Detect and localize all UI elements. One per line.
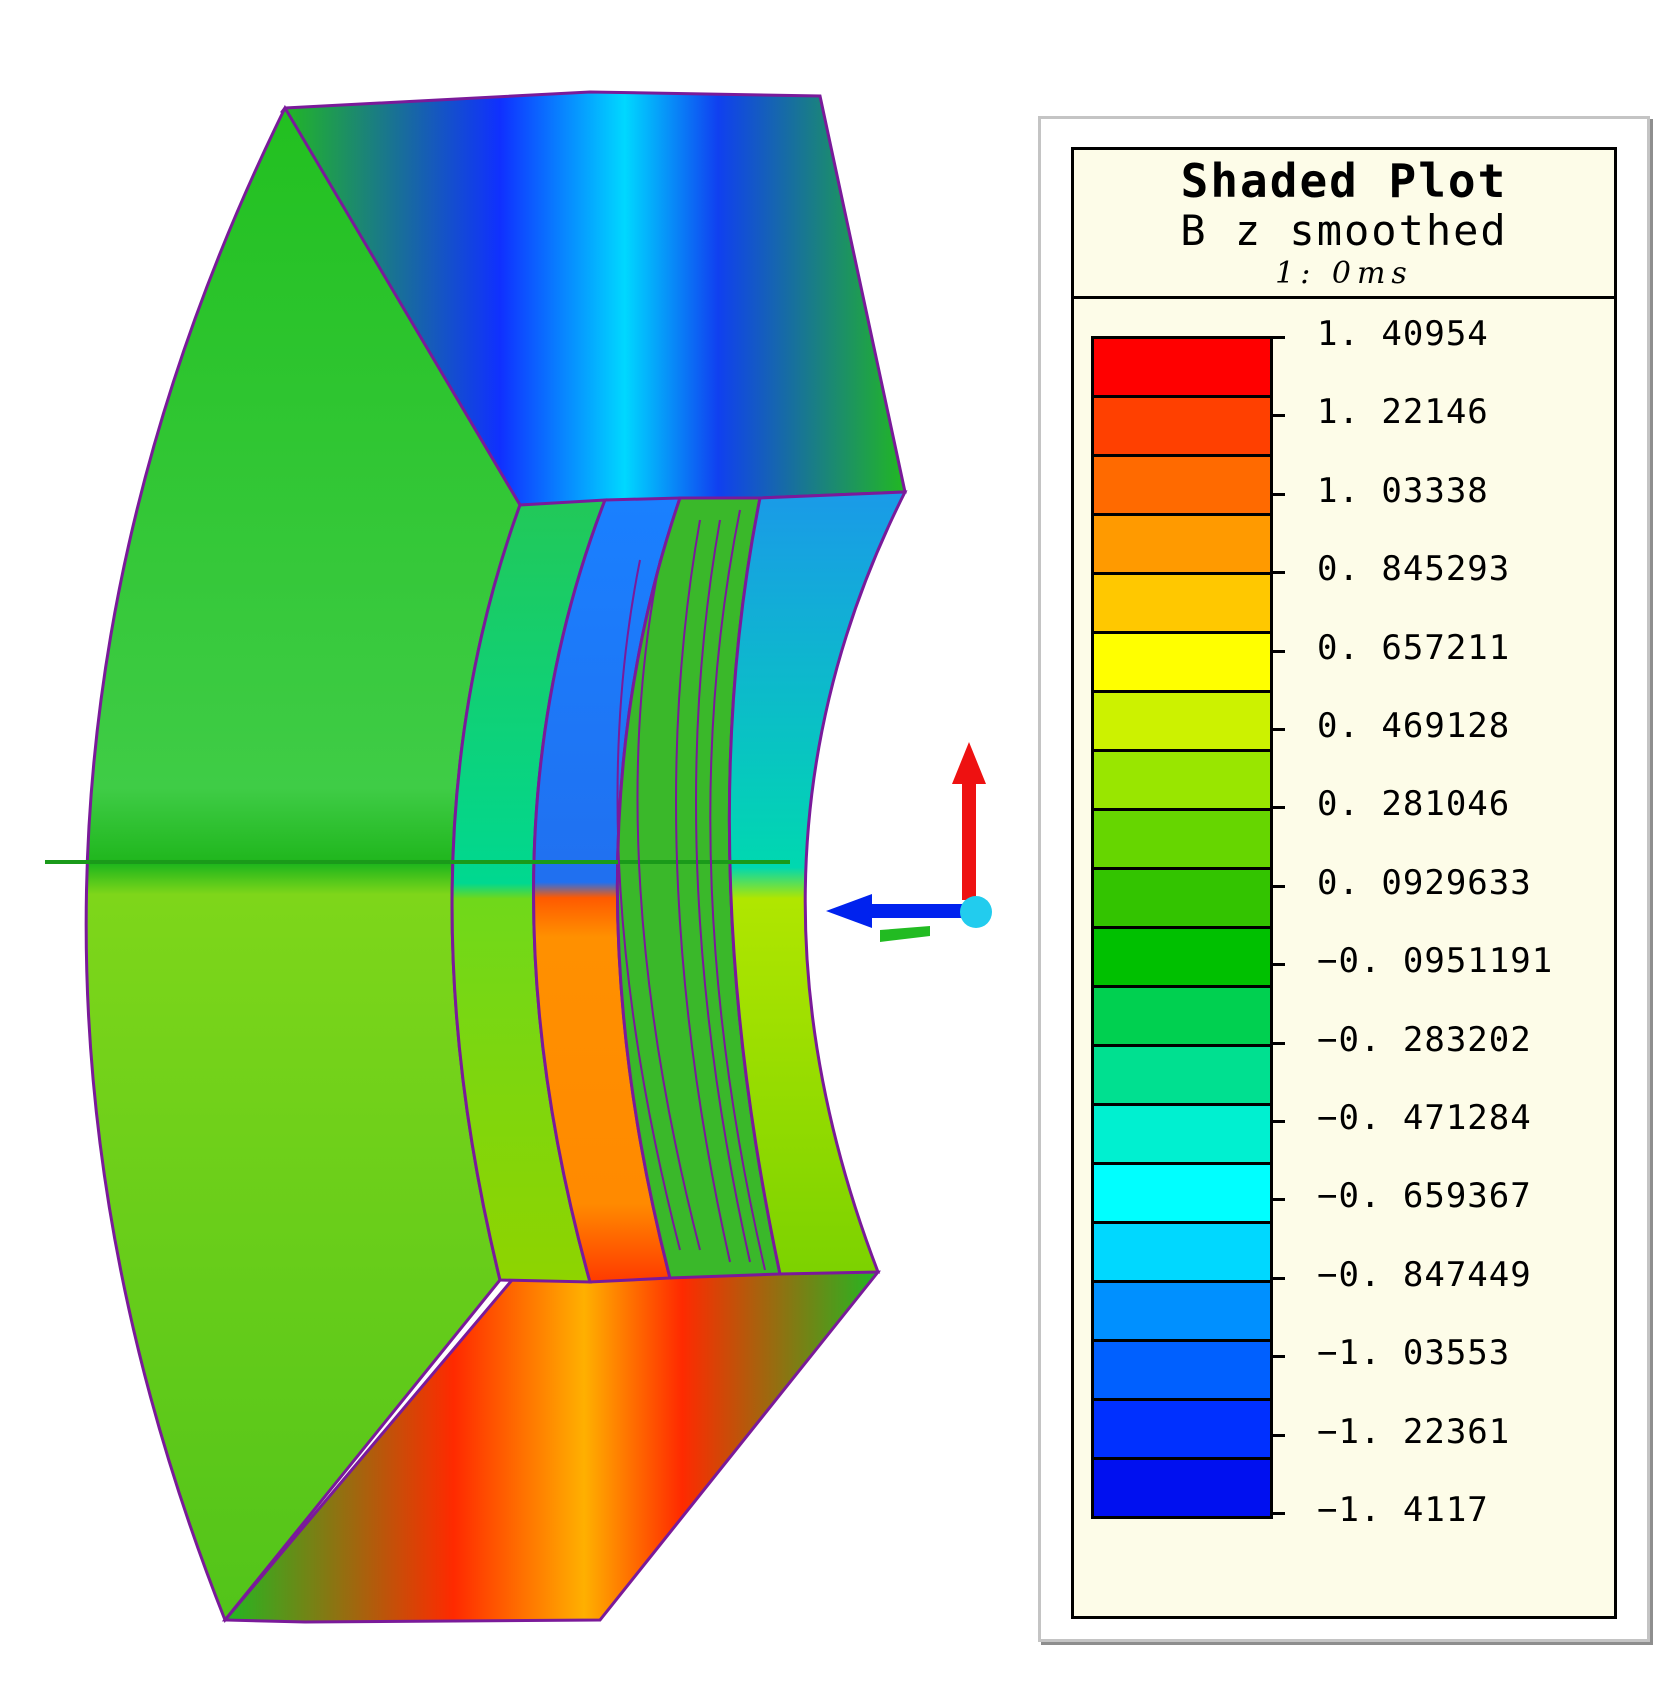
colorbar-band: [1091, 1044, 1273, 1106]
colorbar-band: [1091, 336, 1273, 398]
colorbar-band: [1091, 1339, 1273, 1401]
colorbar-tick-label: 0. 281046: [1317, 784, 1511, 825]
legend-title: Shaded Plot: [1180, 154, 1508, 208]
colorbar-tick: [1273, 336, 1285, 339]
colorbar-tick: [1273, 1433, 1285, 1437]
colorbar-tick-label: −1. 03553: [1317, 1333, 1511, 1374]
colorbar-band: [1091, 1221, 1273, 1283]
colorbar-tick: [1273, 1041, 1285, 1045]
axis-up-shaft: [962, 780, 976, 900]
colorbar-tick-label: 1. 22146: [1317, 392, 1489, 433]
axis-left-arrowhead: [826, 894, 872, 928]
colorbar-tick-label: −0. 471284: [1317, 1098, 1532, 1138]
inner-arc-region: [727, 490, 908, 1276]
colorbar-tick: [1273, 649, 1285, 653]
colorbar-band: [1091, 1162, 1273, 1224]
legend-subtitle: B z smoothed: [1180, 206, 1508, 255]
colorbar-tick: [1273, 571, 1285, 575]
axis-left-shaft: [870, 904, 970, 918]
colorbar-tick-label: −1. 22361: [1317, 1411, 1511, 1452]
colorbar-tick: [1273, 1198, 1285, 1202]
legend-time: 1: 0ms: [1275, 256, 1413, 291]
colorbar-tick: [1273, 728, 1285, 731]
colorbar-tick-label: −0. 847449: [1317, 1254, 1532, 1295]
colorbar-tick-label: 0. 469128: [1317, 706, 1511, 746]
axis-triad: [826, 742, 992, 942]
colorbar-band: [1091, 572, 1273, 634]
colorbar-tick-label: 1. 03338: [1317, 470, 1489, 511]
colorbar-band: [1091, 867, 1273, 929]
colorbar-band: [1091, 454, 1273, 516]
colorbar-tick-label: 0. 657211: [1317, 627, 1511, 668]
colorbar-band: [1091, 513, 1273, 575]
axis-depth-arrow: [880, 926, 930, 942]
colorbar-tick: [1273, 884, 1285, 888]
colorbar-tick: [1273, 1512, 1285, 1515]
colorbar-tick: [1273, 963, 1285, 967]
colorbar-tick-label: 1. 40954: [1317, 314, 1489, 354]
colorbar-tick: [1273, 1276, 1285, 1280]
colorbar-band: [1091, 985, 1273, 1047]
colorbar-tick: [1273, 806, 1285, 810]
colorbar-band: [1091, 1103, 1273, 1165]
colorbar-band: [1091, 1398, 1273, 1460]
colorbar-band: [1091, 395, 1273, 457]
colorbar-band: [1091, 808, 1273, 870]
colorbar-band: [1091, 1280, 1273, 1342]
axis-up-arrowhead: [952, 742, 986, 784]
colorbar-band: [1091, 631, 1273, 693]
axis-origin: [960, 896, 992, 928]
colorbar-tick: [1273, 1355, 1285, 1359]
colorbar-band: [1091, 690, 1273, 752]
colorbar-tick-label: −0. 659367: [1317, 1176, 1532, 1217]
legend-header: Shaded Plot B z smoothed 1: 0ms: [1074, 150, 1614, 299]
colorbar-band: [1091, 1457, 1273, 1519]
colorbar-band: [1091, 749, 1273, 811]
colorbar-tick-label: −0. 0951191: [1317, 941, 1554, 982]
colorbar-tick: [1273, 492, 1285, 496]
colorbar-tick: [1273, 414, 1285, 418]
colorbar-band: [1091, 926, 1273, 988]
colorbar-tick-label: 0. 0929633: [1317, 862, 1532, 903]
coil-windings: [616, 509, 766, 1271]
colorbar-tick-label: 0. 845293: [1317, 549, 1511, 590]
colorbar-tick-label: −1. 4117: [1317, 1490, 1489, 1530]
colorbar-tick: [1273, 1120, 1285, 1123]
colorbar-tick-label: −0. 283202: [1317, 1019, 1532, 1060]
